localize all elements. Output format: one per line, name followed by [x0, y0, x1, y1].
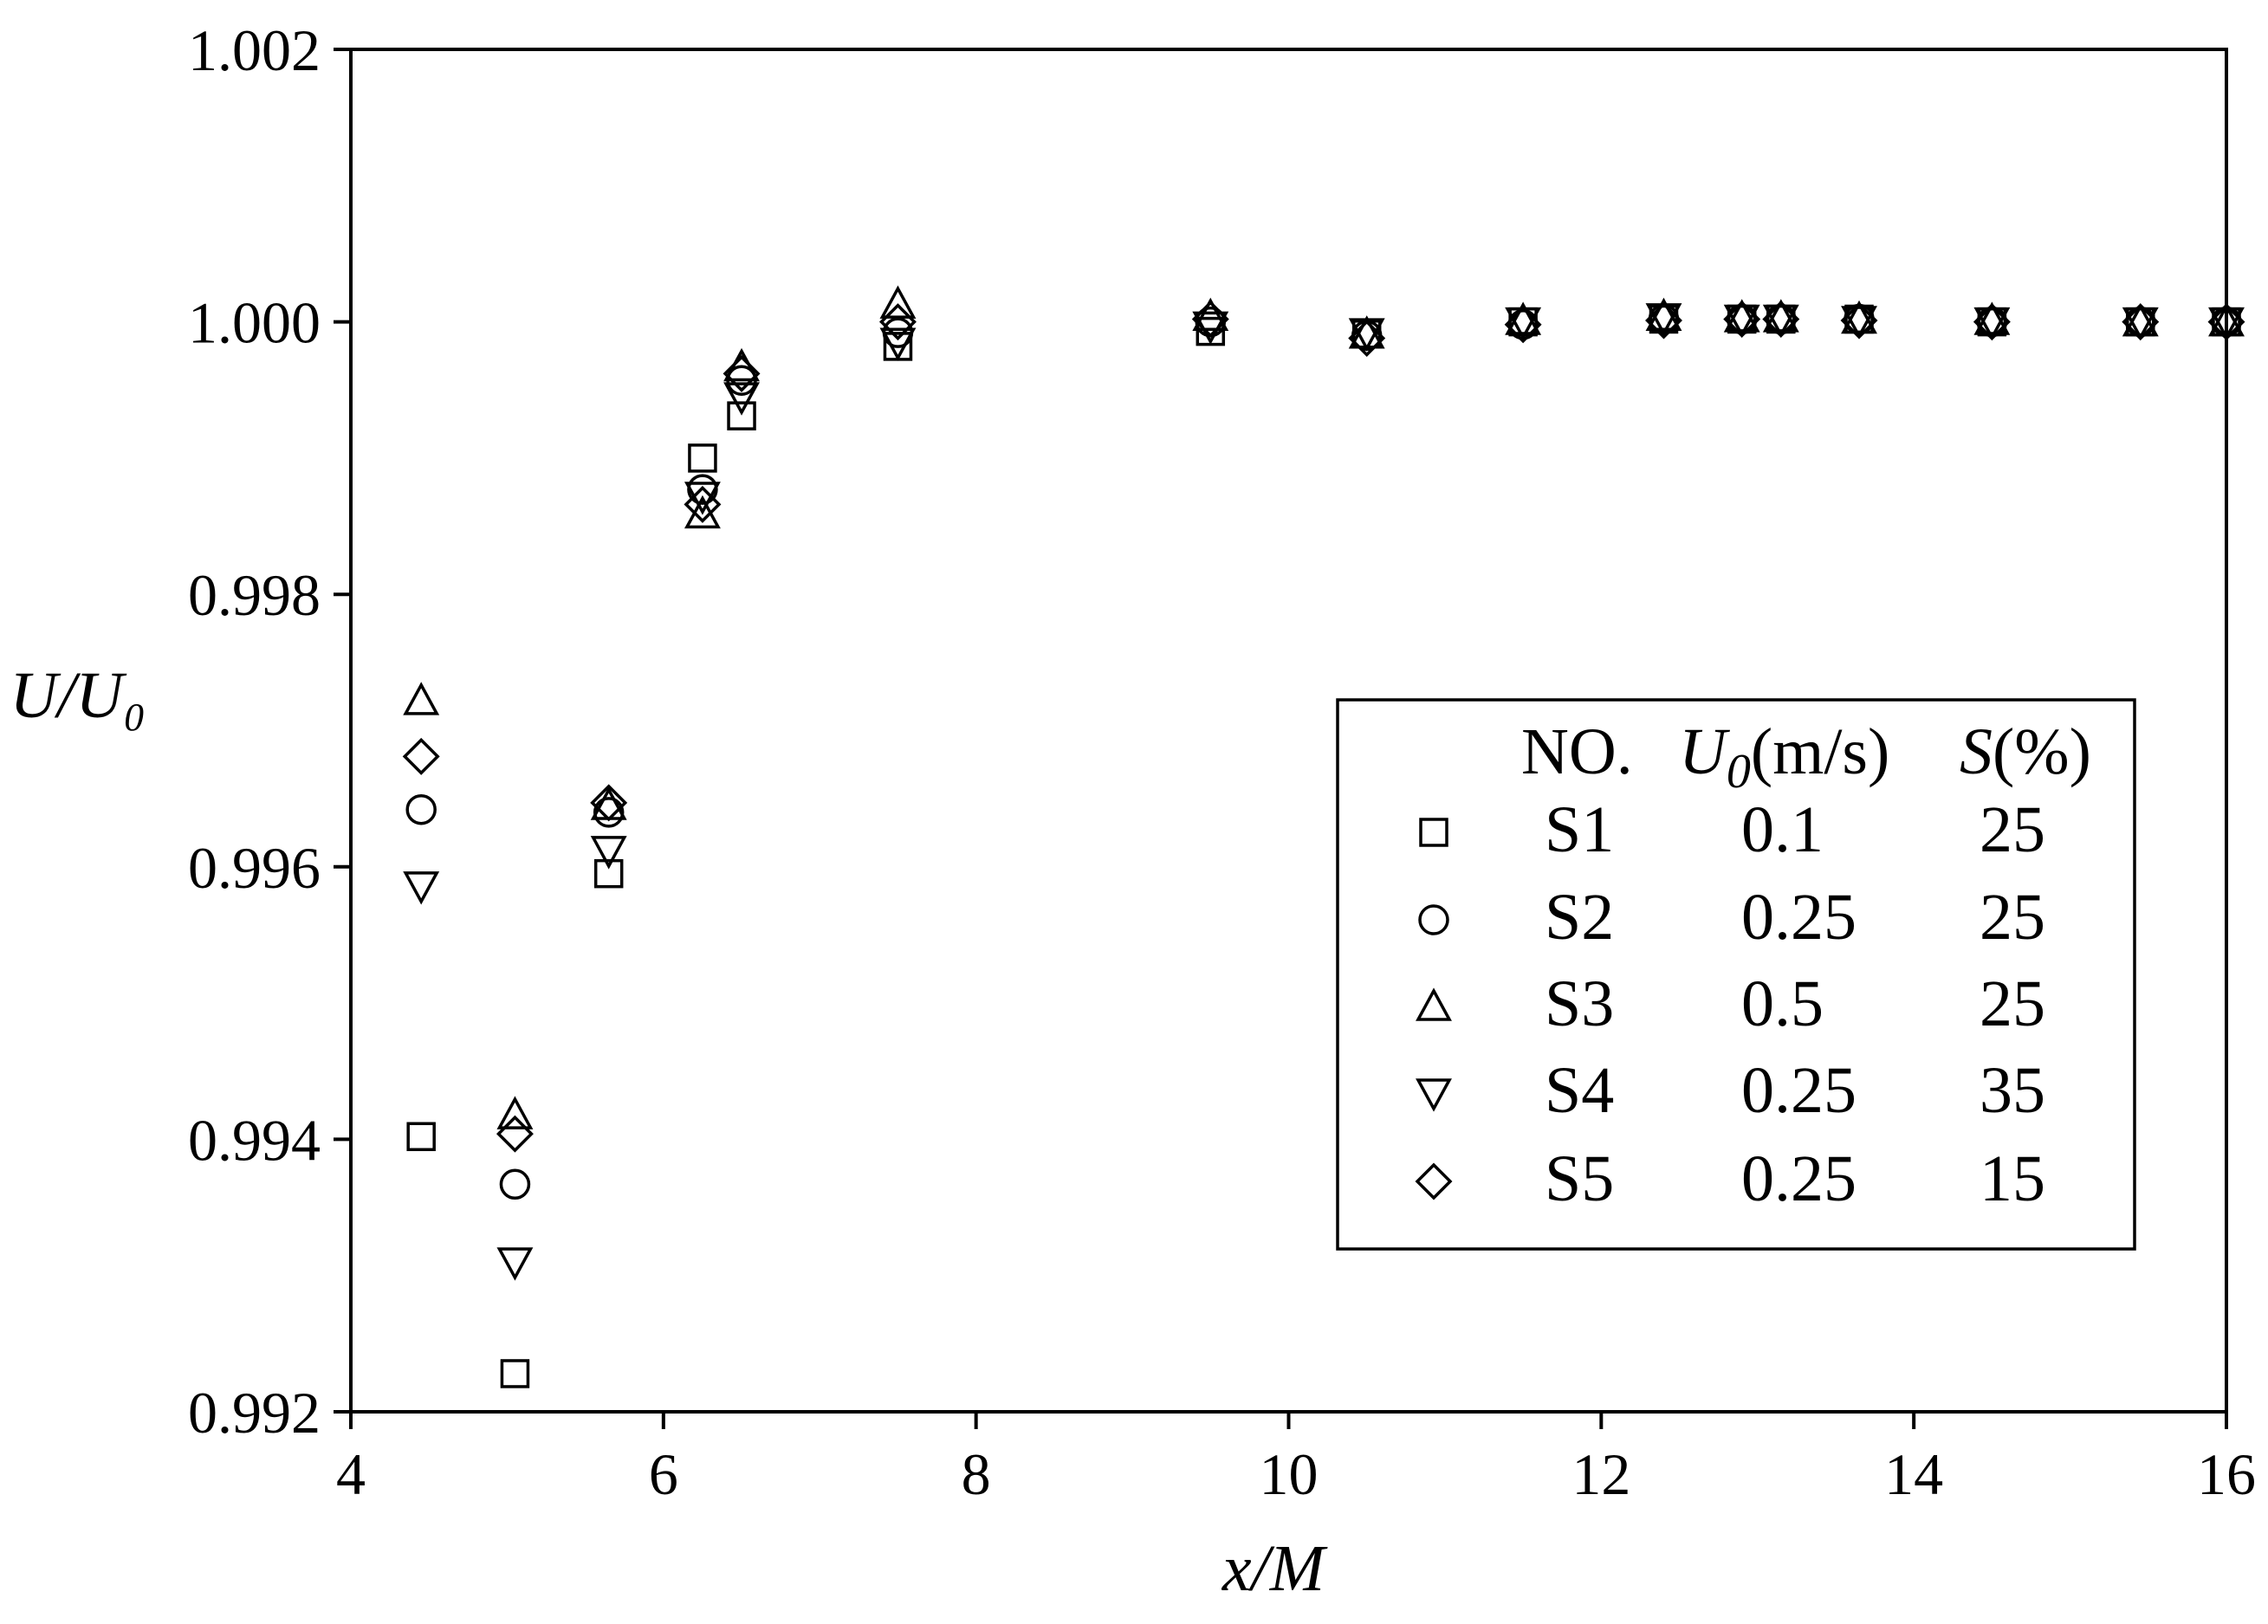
- x-axis-title: x/M: [1221, 1532, 1328, 1605]
- point-s5: [1504, 306, 1542, 344]
- point-s3: [879, 285, 917, 319]
- legend-no: S3: [1545, 967, 1614, 1040]
- x-axis-ticks: 4 6 8 10 12 14 16: [336, 1412, 2256, 1507]
- legend-u0: 0.1: [1741, 793, 1824, 866]
- legend-row: S5 0.25 15: [1415, 1142, 2045, 1215]
- point-s2: [499, 1168, 531, 1200]
- point-s1: [406, 1122, 436, 1152]
- y-tick-label: 1.000: [188, 290, 321, 356]
- x-tick-label: 6: [649, 1441, 678, 1507]
- point-s4: [1762, 304, 1799, 339]
- y-tick-label: 1.002: [188, 17, 321, 83]
- point-s2: [405, 793, 437, 825]
- point-s2: [593, 797, 625, 828]
- legend-row: S4 0.25 35: [1416, 1054, 2045, 1127]
- point-s1: [727, 401, 756, 430]
- legend-u0: 0.25: [1741, 1054, 1857, 1127]
- legend-s: 35: [1980, 1054, 2045, 1127]
- legend-marker-s3: [1416, 987, 1452, 1021]
- point-s3: [1645, 297, 1682, 332]
- x-tick-label: 14: [1884, 1441, 1943, 1507]
- x-tick-label: 4: [336, 1441, 366, 1507]
- point-s5: [1348, 320, 1386, 357]
- point-s1: [500, 1359, 530, 1388]
- point-s4: [723, 382, 760, 416]
- legend-s: 25: [1980, 967, 2045, 1040]
- point-s3: [1505, 301, 1542, 335]
- point-s4: [496, 1247, 534, 1281]
- point-s3: [1841, 300, 1877, 334]
- y-tick-label: 0.996: [188, 835, 321, 901]
- legend-u0: 0.25: [1741, 1142, 1857, 1215]
- point-s3: [1973, 301, 2011, 335]
- point-s3: [496, 1096, 534, 1129]
- point-s4: [879, 327, 917, 361]
- point-s5: [590, 784, 628, 822]
- point-s5: [1191, 300, 1229, 338]
- legend-rows: S1 0.1 25 S2 0.25 25 S3 0.5 25 S4 0.25 35 S5 0.25 15: [1415, 793, 2045, 1215]
- point-s3: [1723, 299, 1760, 333]
- point-s4: [590, 836, 627, 870]
- x-tick-label: 16: [2197, 1441, 2256, 1507]
- point-s5: [723, 354, 761, 392]
- point-s3: [1762, 299, 1799, 333]
- legend-row: S2 0.25 25: [1418, 881, 2045, 954]
- legend-no: S5: [1545, 1142, 1614, 1215]
- legend-u0: 0.25: [1741, 881, 1857, 954]
- legend-s: 15: [1980, 1142, 2045, 1215]
- x-tick-label: 12: [1571, 1441, 1630, 1507]
- point-s1: [593, 858, 624, 889]
- legend-no: S2: [1545, 881, 1614, 954]
- legend-marker-s5: [1415, 1162, 1453, 1200]
- y-axis-title: U/U₀: [10, 659, 146, 732]
- legend-no: S4: [1545, 1054, 1614, 1127]
- point-s4: [1723, 304, 1760, 339]
- series-S5: [402, 300, 2245, 1153]
- legend-s: 25: [1980, 793, 2045, 866]
- legend-marker-s1: [1419, 818, 1448, 847]
- point-s5: [1762, 300, 1800, 338]
- point-s5: [1840, 301, 1878, 340]
- x-tick-label: 8: [962, 1441, 991, 1507]
- legend-header-u0: U0(m/s): [1679, 715, 1889, 799]
- point-s4: [2208, 307, 2245, 341]
- point-s4: [1973, 307, 2011, 341]
- point-s5: [2122, 303, 2160, 341]
- legend-marker-s2: [1418, 904, 1449, 935]
- data-markers: [402, 285, 2245, 1388]
- legend-no: S1: [1545, 793, 1614, 866]
- point-s3: [1192, 297, 1229, 332]
- legend-header-no: NO.: [1521, 715, 1633, 788]
- y-tick-label: 0.994: [188, 1107, 321, 1173]
- point-s5: [878, 303, 917, 341]
- legend-header-s: S(%): [1960, 715, 2091, 788]
- point-s4: [403, 871, 440, 905]
- point-s5: [1973, 303, 2011, 341]
- point-s5: [1645, 301, 1682, 340]
- point-s5: [402, 737, 440, 775]
- point-s1: [688, 443, 717, 473]
- legend-marker-s4: [1416, 1078, 1452, 1112]
- legend-row: S1 0.1 25: [1419, 793, 2045, 866]
- legend-box: [1336, 698, 2136, 1251]
- point-s4: [2122, 307, 2159, 341]
- point-s4: [1841, 306, 1877, 340]
- point-s5: [1723, 300, 1761, 338]
- legend-u0: 0.5: [1741, 967, 1824, 1040]
- x-tick-label: 10: [1260, 1441, 1319, 1507]
- legend-s: 25: [1980, 881, 2045, 954]
- point-s3: [403, 682, 440, 715]
- point-s5: [496, 1115, 534, 1153]
- y-tick-label: 0.998: [188, 562, 321, 628]
- y-axis-ticks: 0.992 0.994 0.996 0.998 1.000 1.002: [188, 17, 351, 1446]
- point-s5: [2207, 303, 2245, 341]
- y-tick-label: 0.992: [188, 1380, 321, 1446]
- point-s5: [684, 485, 722, 523]
- legend-row: S3 0.5 25: [1416, 967, 2045, 1040]
